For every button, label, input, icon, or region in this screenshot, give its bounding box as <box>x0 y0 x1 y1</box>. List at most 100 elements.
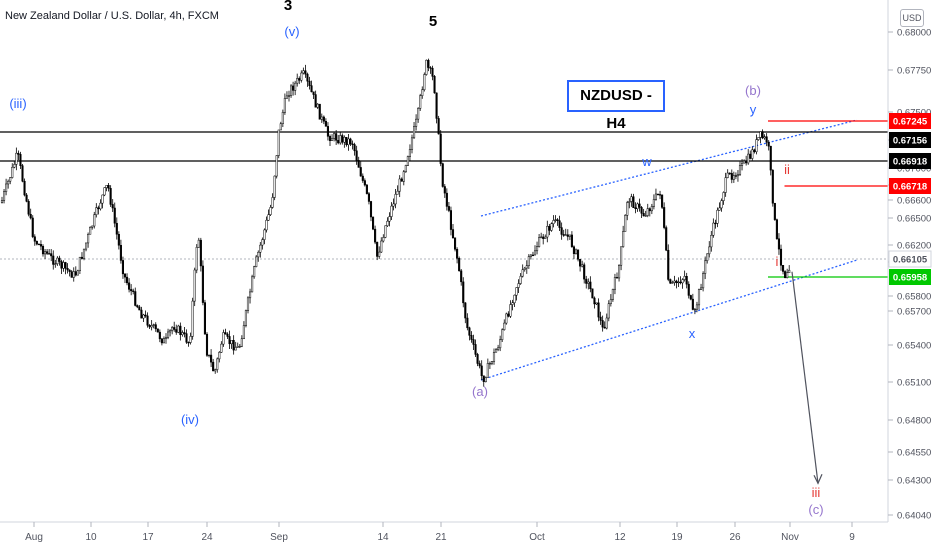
candle-body <box>638 203 641 208</box>
candle-body <box>384 225 387 238</box>
candle-body <box>214 369 217 372</box>
candle-body <box>540 236 543 238</box>
candle-body <box>738 165 742 175</box>
candle-body <box>523 267 526 270</box>
candle-body <box>626 202 629 216</box>
candle-body <box>210 354 213 363</box>
candle-body <box>722 192 725 201</box>
x-tick-label: 24 <box>201 532 213 543</box>
candle-body <box>351 143 354 145</box>
candle-body <box>597 302 600 318</box>
candle-body <box>382 237 385 242</box>
candle-body <box>17 152 20 155</box>
candle-body <box>509 304 512 317</box>
candle-body <box>162 338 165 344</box>
candle-body <box>476 354 479 364</box>
candle-body <box>138 306 141 311</box>
candle-body <box>128 282 131 290</box>
candle-body <box>337 140 340 144</box>
horizontal-levels-layer <box>0 120 888 278</box>
candle-body <box>263 229 266 240</box>
candle-body <box>398 178 401 192</box>
candle-body <box>19 154 22 166</box>
candle-body <box>173 327 176 330</box>
candle-body <box>232 340 235 351</box>
candle-body <box>644 215 647 217</box>
candle-body <box>365 184 368 194</box>
candle-body <box>511 302 514 305</box>
candle-body <box>296 78 299 84</box>
candle-body <box>704 260 707 274</box>
candle-body <box>773 202 776 220</box>
candle-body <box>529 254 532 257</box>
candle-body <box>244 310 247 326</box>
candle-body <box>749 153 752 159</box>
candle-body <box>78 256 81 272</box>
candle-body <box>646 208 649 216</box>
candle-body <box>240 338 243 347</box>
candle-body <box>507 313 510 317</box>
candle-body <box>474 344 477 355</box>
x-tick-label: 10 <box>85 532 97 543</box>
y-tick-label: 0.64040 <box>897 511 931 522</box>
wave-label: 5 <box>429 13 437 30</box>
candle-body <box>105 185 108 188</box>
candle-body <box>410 137 414 150</box>
candle-body <box>499 339 502 349</box>
candle-body <box>693 308 696 311</box>
candle-body <box>392 203 395 207</box>
candle-body <box>275 155 278 177</box>
candle-body <box>650 206 653 212</box>
projection-layer <box>791 271 823 485</box>
candle-body <box>189 336 192 343</box>
candle-body <box>179 325 182 335</box>
candle-body <box>593 297 596 305</box>
candle-body <box>253 266 256 278</box>
candle-body <box>556 219 559 221</box>
x-tick-label: Nov <box>781 532 799 543</box>
candle-body <box>175 329 178 333</box>
candle-body <box>632 196 635 208</box>
candle-body <box>564 234 567 236</box>
candle-body <box>160 338 163 344</box>
candle-body <box>691 298 694 310</box>
y-tick-label: 0.64300 <box>897 476 931 487</box>
candle-body <box>99 202 102 210</box>
candle-body <box>687 283 690 296</box>
candle-body <box>456 249 459 259</box>
candle-body <box>35 241 38 245</box>
candle-body <box>320 116 323 120</box>
x-tick-label: Oct <box>529 532 545 543</box>
currency-badge[interactable]: USD <box>900 9 924 27</box>
candle-body <box>70 271 73 278</box>
candle-body <box>497 347 500 350</box>
candle-body <box>771 169 774 204</box>
candle-body <box>673 280 676 283</box>
candle-body <box>5 183 8 192</box>
candle-body <box>195 246 198 271</box>
candle-body <box>665 227 668 251</box>
candle-body <box>708 246 711 255</box>
candle-body <box>609 299 612 304</box>
candle-body <box>779 248 783 266</box>
price-label: 0.66105 <box>893 255 928 266</box>
candle-body <box>378 251 381 257</box>
candle-body <box>107 185 110 189</box>
candle-body <box>185 333 188 343</box>
candle-body <box>326 126 329 137</box>
candle-body <box>257 252 260 258</box>
candle-body <box>533 250 537 256</box>
candle-body <box>76 270 79 276</box>
candle-body <box>372 216 375 230</box>
candle-body <box>402 171 405 182</box>
projection-arrow-head <box>813 474 823 485</box>
candle-body <box>513 294 516 304</box>
candle-body <box>23 180 26 196</box>
candle-body <box>121 260 125 275</box>
candle-body <box>54 263 57 265</box>
x-tick-label: 12 <box>614 532 626 543</box>
candle-body <box>675 280 678 284</box>
candle-body <box>353 144 356 152</box>
candle-body <box>726 172 729 178</box>
